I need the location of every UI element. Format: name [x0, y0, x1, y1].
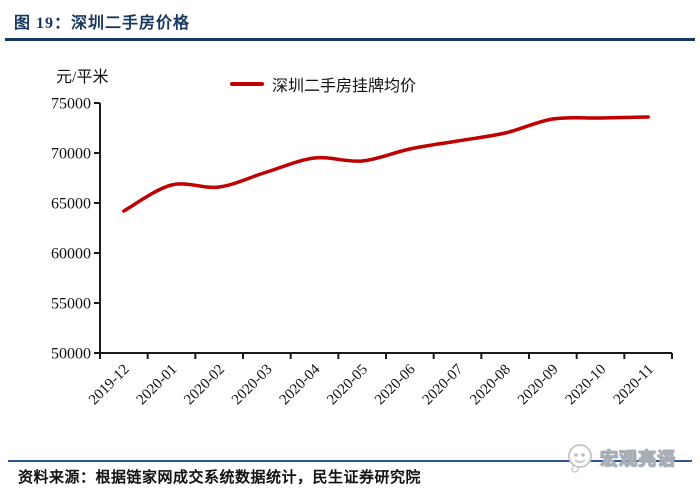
- chart-legend: 深圳二手房挂牌均价: [230, 72, 416, 96]
- x-axis-tick-label: 2020-06: [372, 361, 419, 408]
- y-axis-tick-label: 55000: [51, 296, 91, 313]
- x-axis-tick-label: 2020-07: [420, 361, 467, 408]
- data-source-note: 资料来源：根据链家网成交系统数据统计，民生证券研究院: [18, 470, 422, 486]
- legend-series-label: 深圳二手房挂牌均价: [272, 78, 417, 95]
- y-axis-tick-label: 65000: [51, 196, 91, 213]
- logo-wordmark: 宏观亮语: [600, 449, 676, 470]
- x-axis-tick-label: 2020-09: [515, 362, 562, 409]
- figure-title: 图 19：深圳二手房价格: [14, 15, 191, 32]
- x-axis-tick-label: 2020-05: [324, 362, 371, 409]
- x-axis-tick-label: 2020-10: [563, 362, 610, 409]
- y-axis-tick-label: 50000: [51, 346, 91, 363]
- y-axis-tick-label: 60000: [51, 246, 91, 263]
- x-axis-tick-label: 2020-04: [277, 361, 324, 408]
- footer-divider: [8, 460, 692, 462]
- y-axis-tick-label: 75000: [51, 96, 91, 113]
- x-axis-tick-label: 2020-02: [181, 362, 228, 409]
- legend-line-swatch: [230, 82, 264, 86]
- price-series-line: [122, 115, 650, 213]
- x-axis-tick-label: 2020-01: [134, 362, 181, 409]
- x-axis-tick-label: 2020-08: [467, 362, 514, 409]
- y-axis-unit-label: 元/平米: [56, 69, 109, 86]
- title-divider: [5, 38, 695, 41]
- x-axis-tick-label: 2019-12: [86, 362, 133, 409]
- snail-logo-icon: [568, 444, 592, 473]
- y-axis-tick-label: 70000: [51, 146, 91, 163]
- watermark-logo: 宏观亮语: [566, 442, 676, 474]
- x-axis-tick-label: 2020-11: [611, 362, 657, 408]
- x-axis-tick-label: 2020-03: [229, 362, 276, 409]
